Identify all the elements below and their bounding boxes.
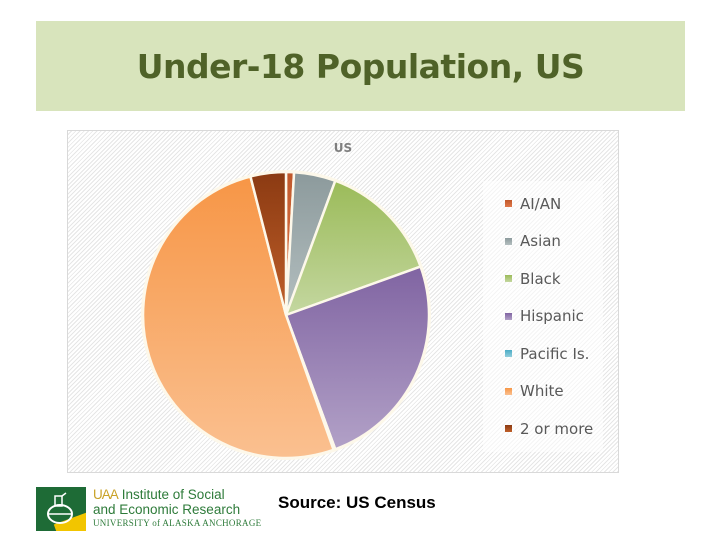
legend-swatch-icon: [505, 387, 512, 395]
logo-emblem-icon: [36, 487, 86, 531]
pie-slice-black: [283, 179, 423, 318]
legend-label: Pacific Is.: [520, 344, 590, 363]
legend-swatch-icon: [505, 237, 512, 245]
logo-text-line2: and Economic Research: [93, 502, 241, 517]
legend-item: 2 or more: [483, 410, 603, 448]
legend-item: Pacific Is.: [483, 335, 603, 373]
isler-logo: UAA Institute of Social and Economic Rese…: [36, 487, 261, 531]
legend-label: White: [520, 382, 564, 401]
legend-label: AI/AN: [520, 194, 562, 213]
source-note: Source: US Census: [278, 493, 436, 512]
slide-title: Under-18 Population, US: [136, 46, 585, 86]
logo-text-line3: UNIVERSITY of ALASKA ANCHORAGE: [93, 518, 262, 528]
legend-swatch-icon: [505, 312, 512, 320]
legend-item: White: [483, 373, 603, 411]
legend-item: AI/AN: [483, 185, 603, 223]
legend-swatch-icon: [505, 275, 512, 283]
legend-item: Black: [483, 260, 603, 298]
pie-slice-2-or-more: [248, 170, 288, 316]
legend-swatch-icon: [505, 200, 512, 208]
pie-slice-hispanic: [284, 264, 431, 451]
pie-slice-white: [141, 174, 336, 460]
legend-swatch-icon: [505, 425, 512, 433]
legend: AI/AN Asian Black Hispanic Pacific Is. White 2…: [483, 181, 603, 452]
logo-text-line1: UAA Institute of Social: [93, 487, 225, 502]
legend-item: Hispanic: [483, 298, 603, 336]
title-band: Under-18 Population, US: [36, 21, 685, 111]
legend-label: Hispanic: [520, 307, 584, 326]
legend-item: Asian: [483, 223, 603, 261]
chart-title: US: [333, 141, 353, 155]
pie-plot-area: [141, 170, 431, 460]
legend-swatch-icon: [505, 350, 512, 358]
legend-label: Black: [520, 269, 561, 288]
legend-label: Asian: [520, 232, 561, 251]
legend-label: 2 or more: [520, 419, 594, 438]
pie-chart: US AI/AN Asian Black Hispanic Pacific Is. Whi…: [67, 130, 619, 473]
